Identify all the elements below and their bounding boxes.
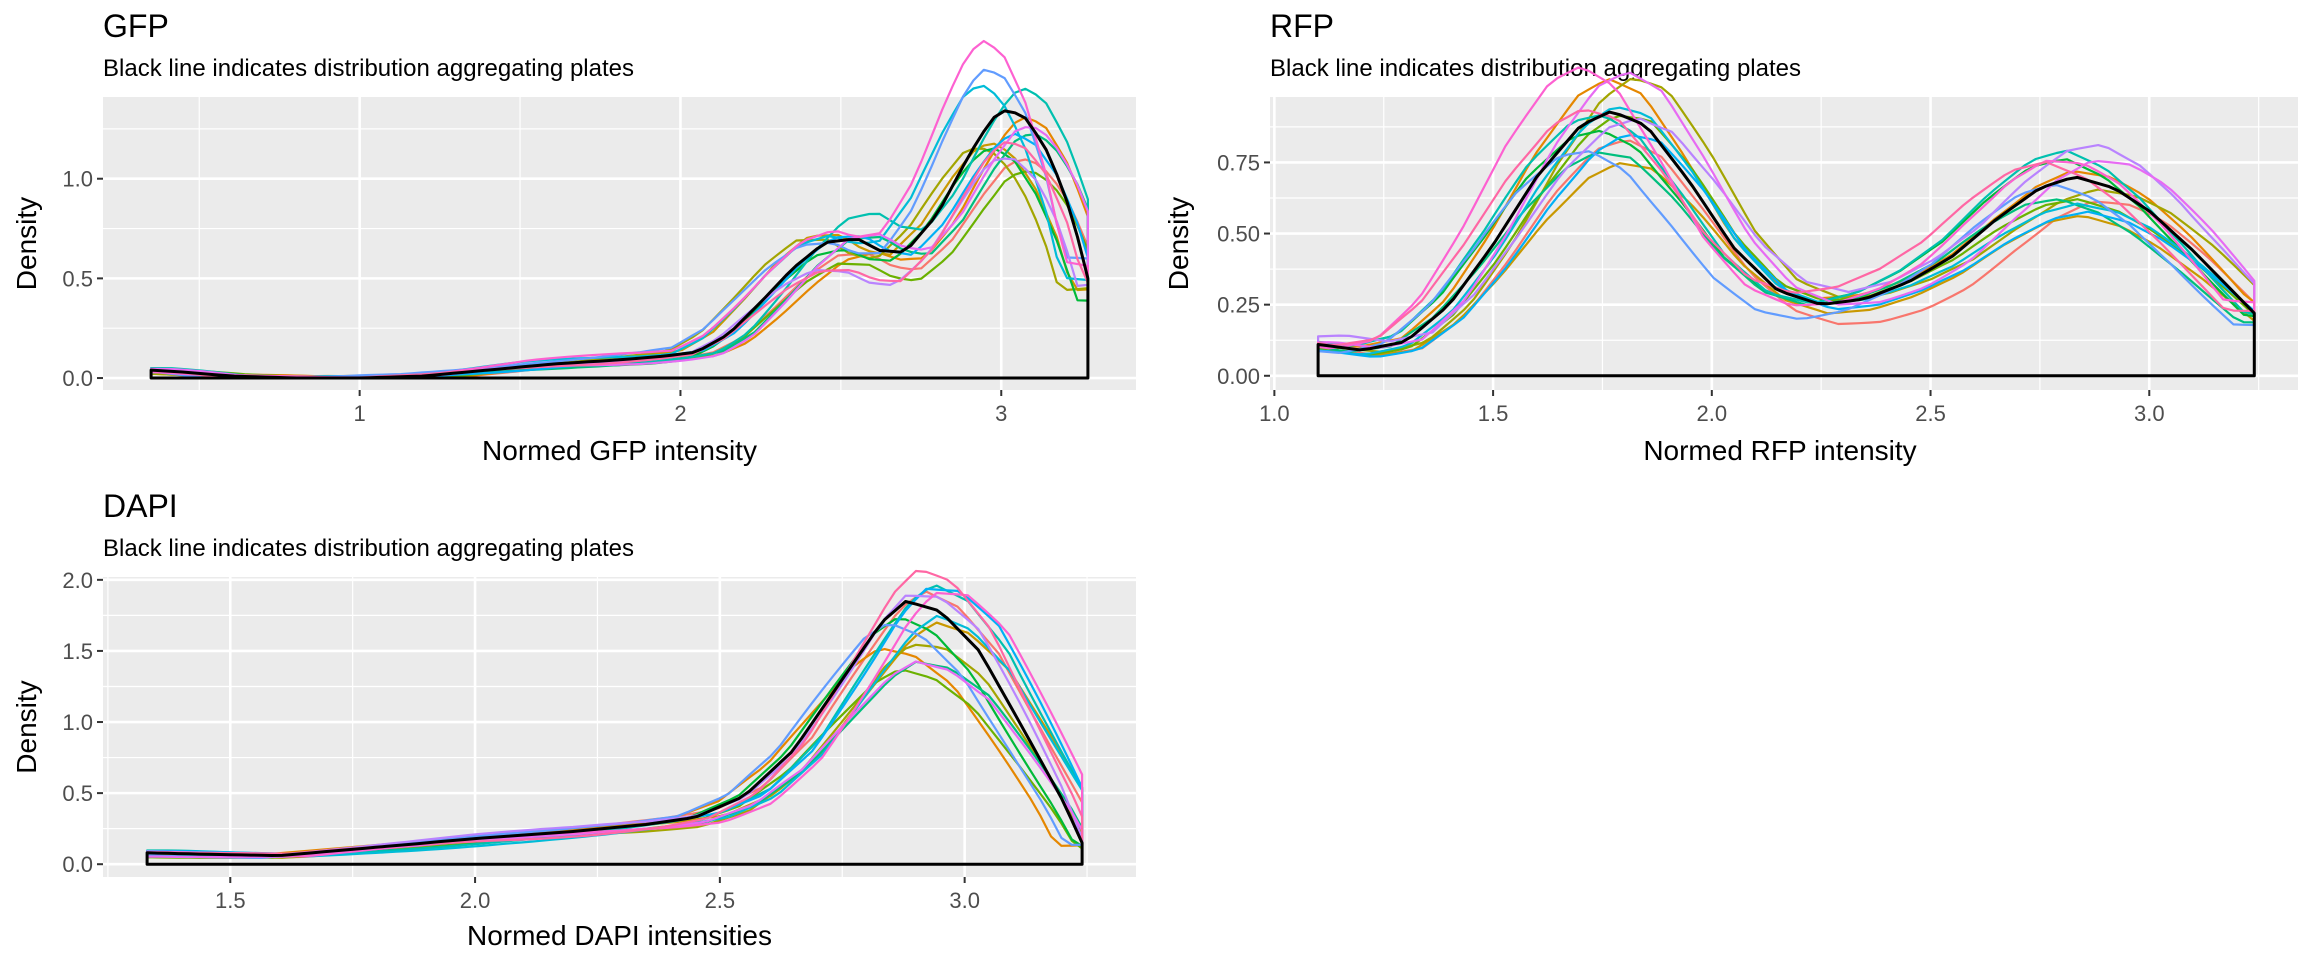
dapi-panel: DAPI Black line indicates distribution a… bbox=[11, 488, 1136, 951]
plate-density-line bbox=[1317, 78, 2256, 377]
dapi-series bbox=[145, 569, 1084, 866]
y-tick-label: 1.0 bbox=[62, 167, 93, 192]
x-tick-label: 2.0 bbox=[1697, 401, 1728, 426]
plate-density-line bbox=[1317, 66, 2256, 377]
dapi-title: DAPI bbox=[103, 488, 178, 524]
dapi-ticks: 1.5 2.0 2.5 3.0 0.0 0.5 1.0 1.5 2.0 bbox=[62, 568, 980, 913]
y-tick-label: 0.50 bbox=[1217, 222, 1260, 247]
rfp-x-axis-label: Normed RFP intensity bbox=[1643, 435, 1916, 466]
plate-density-line bbox=[1317, 117, 2256, 377]
plate-density-line bbox=[1317, 71, 2256, 377]
gfp-ticks: 1 2 3 0.0 0.5 1.0 bbox=[62, 167, 1007, 426]
x-tick-label: 3.0 bbox=[949, 888, 980, 913]
plate-density-line bbox=[1317, 134, 2256, 377]
x-tick-label: 1.5 bbox=[1478, 401, 1509, 426]
y-tick-label: 2.0 bbox=[62, 568, 93, 593]
y-tick-label: 0.0 bbox=[62, 366, 93, 391]
x-tick-label: 2.5 bbox=[705, 888, 736, 913]
rfp-series bbox=[1316, 66, 2256, 378]
plate-density-line bbox=[1317, 150, 2256, 377]
rfp-plot-background bbox=[1270, 97, 2298, 390]
y-tick-label: 0.25 bbox=[1217, 293, 1260, 318]
gfp-series bbox=[149, 39, 1090, 380]
x-tick-label: 1 bbox=[354, 401, 366, 426]
aggregate-density-line bbox=[145, 600, 1084, 866]
aggregate-density-line bbox=[1316, 110, 2256, 378]
gfp-plot-background bbox=[103, 97, 1136, 390]
gfp-title: GFP bbox=[103, 8, 169, 44]
x-tick-label: 3 bbox=[995, 401, 1007, 426]
aggregate-density-line bbox=[149, 109, 1090, 380]
y-tick-label: 0.00 bbox=[1217, 364, 1260, 389]
y-tick-label: 0.75 bbox=[1217, 150, 1260, 175]
dapi-y-axis-label: Density bbox=[11, 680, 42, 773]
x-tick-label: 2.5 bbox=[1915, 401, 1946, 426]
y-tick-label: 0.5 bbox=[62, 266, 93, 291]
y-tick-label: 0.0 bbox=[62, 852, 93, 877]
y-tick-label: 1.0 bbox=[62, 710, 93, 735]
rfp-y-axis-label: Density bbox=[1163, 197, 1194, 290]
plate-density-line bbox=[1317, 109, 2256, 377]
gfp-subtitle: Black line indicates distribution aggreg… bbox=[103, 55, 634, 82]
rfp-panel: RFP Black line indicates distribution ag… bbox=[1163, 8, 2298, 466]
gfp-panel: GFP Black line indicates distribution ag… bbox=[11, 8, 1136, 466]
y-tick-label: 1.5 bbox=[62, 639, 93, 664]
x-tick-label: 3.0 bbox=[2134, 401, 2165, 426]
x-tick-label: 1.5 bbox=[215, 888, 246, 913]
x-tick-label: 2 bbox=[674, 401, 686, 426]
gfp-y-axis-label: Density bbox=[11, 197, 42, 290]
plate-density-line bbox=[1317, 114, 2256, 377]
plate-density-line bbox=[146, 648, 1084, 866]
rfp-subtitle: Black line indicates distribution aggreg… bbox=[1270, 55, 1801, 82]
plate-density-line bbox=[1317, 114, 2256, 377]
y-tick-label: 0.5 bbox=[62, 781, 93, 806]
plate-density-line bbox=[150, 39, 1089, 380]
rfp-ticks: 1.0 1.5 2.0 2.5 3.0 0.00 0.25 0.50 0.75 bbox=[1217, 150, 2164, 426]
dapi-x-axis-label: Normed DAPI intensities bbox=[467, 920, 772, 951]
x-tick-label: 1.0 bbox=[1259, 401, 1290, 426]
rfp-title: RFP bbox=[1270, 8, 1334, 44]
x-tick-label: 2.0 bbox=[460, 888, 491, 913]
dapi-subtitle: Black line indicates distribution aggreg… bbox=[103, 535, 634, 562]
gfp-x-axis-label: Normed GFP intensity bbox=[482, 435, 757, 466]
plate-density-line bbox=[146, 591, 1084, 866]
plate-density-line bbox=[1317, 162, 2256, 377]
